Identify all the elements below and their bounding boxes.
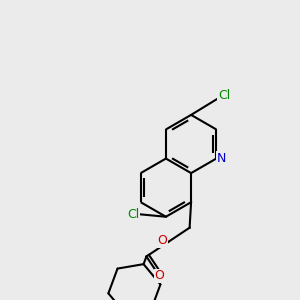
Text: N: N [217,152,226,165]
Text: Cl: Cl [218,89,230,102]
Text: O: O [158,234,167,247]
Text: O: O [155,269,165,282]
Text: Cl: Cl [127,208,139,221]
